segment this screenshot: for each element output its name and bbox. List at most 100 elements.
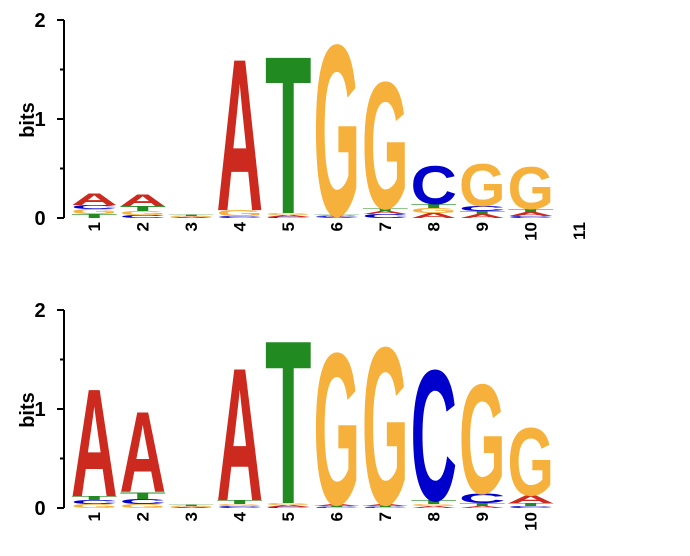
- y-tick-label-2: 2: [34, 300, 45, 322]
- logo-letter-T: T: [411, 499, 458, 505]
- logo-letter-T: T: [314, 215, 361, 217]
- position-label: 4: [230, 511, 249, 521]
- position-label: 3: [182, 512, 201, 521]
- logo-letter-A: A: [362, 210, 409, 215]
- logo-letter-T: T: [71, 213, 118, 219]
- position-label: 10: [521, 222, 540, 241]
- logo-letter-C: C: [314, 216, 360, 218]
- logo-letter-C: C: [265, 507, 311, 509]
- logo-letter-A: A: [314, 504, 360, 507]
- position-label: 3: [182, 222, 201, 231]
- logo-letter-G: G: [217, 209, 263, 218]
- logo-letter-G: G: [508, 155, 554, 222]
- logo-letter-A: A: [508, 493, 555, 505]
- position-label: 6: [327, 512, 346, 521]
- logo-letter-G: G: [265, 503, 311, 506]
- logo-letter-C: C: [71, 499, 117, 505]
- logo-letter-G: G: [459, 353, 505, 527]
- logo-letter-A: A: [411, 212, 457, 220]
- position-label: 5: [279, 512, 298, 521]
- logo-letter-C: C: [71, 204, 117, 210]
- position-label: 4: [230, 221, 249, 231]
- logo-letter-T: T: [459, 210, 506, 215]
- y-tick-label-1: 1: [34, 109, 45, 131]
- y-tick-label-0: 0: [34, 208, 45, 230]
- logo-letter-C: C: [217, 216, 263, 219]
- position-label: 8: [424, 222, 443, 231]
- position-label: 11: [570, 222, 589, 240]
- y-axis-label: bits: [17, 102, 39, 138]
- logo-letter-T: T: [411, 203, 458, 209]
- position-label: 1: [85, 222, 104, 231]
- position-label: 2: [133, 222, 152, 231]
- y-axis-label: bits: [17, 392, 39, 428]
- logo-letter-G: G: [411, 207, 457, 215]
- logo-letter-G: G: [362, 300, 408, 552]
- logo-letter-C: C: [362, 213, 408, 219]
- logo-letter-G: G: [71, 208, 117, 216]
- logo-letter-T: T: [120, 491, 166, 502]
- y-tick-label-2: 2: [34, 10, 45, 32]
- logo-letter-A: A: [362, 504, 408, 507]
- logo-letter-T: T: [168, 215, 215, 217]
- position-label: 9: [473, 512, 492, 521]
- logo-letter-G: G: [168, 506, 215, 508]
- logo-letter-A: A: [508, 211, 554, 217]
- logo-letter-T: T: [120, 205, 166, 213]
- y-tick-label-1: 1: [34, 399, 45, 421]
- logo-letter-G: G: [71, 503, 117, 509]
- logo-letter-T: T: [362, 506, 409, 508]
- logo-letter-C: C: [265, 217, 311, 219]
- logo-letter-C: C: [411, 155, 457, 217]
- logo-letter-C: C: [459, 205, 505, 213]
- logo-letter-A: A: [71, 190, 118, 209]
- logo-letter-G: G: [168, 216, 215, 218]
- logo-letter-C: C: [314, 507, 360, 509]
- logo-letter-G: G: [120, 210, 166, 216]
- logo-letter-T: T: [314, 506, 361, 508]
- logo-letter-T: T: [459, 502, 506, 507]
- logo-letter-G: G: [217, 504, 263, 507]
- logo-letter-G: G: [411, 504, 457, 507]
- position-label: 10: [521, 512, 540, 531]
- logo-letter-C: C: [508, 506, 554, 509]
- position-label: 6: [327, 222, 346, 231]
- logo-letter-C: C: [217, 506, 263, 509]
- logo-letter-T: T: [362, 207, 409, 212]
- logo-letter-A: A: [411, 506, 457, 509]
- logo-letter-C: C: [411, 330, 457, 540]
- logo-letter-A: A: [265, 505, 311, 508]
- position-label: 8: [424, 512, 443, 521]
- logo-letter-C: C: [459, 491, 506, 506]
- position-label: 1: [85, 512, 104, 521]
- logo-letter-C: C: [120, 214, 167, 219]
- logo-letter-A: A: [71, 358, 117, 530]
- position-label: 5: [279, 222, 298, 231]
- logo-letter-G: G: [314, 0, 360, 267]
- logo-letter-A: A: [217, 330, 263, 542]
- position-label: 9: [473, 222, 492, 231]
- logo-letter-T: T: [168, 505, 215, 507]
- logo-letter-T: T: [508, 208, 555, 213]
- logo-letter-T: T: [265, 9, 311, 261]
- logo-letter-G: G: [120, 503, 166, 509]
- logo-letter-G: G: [314, 308, 360, 551]
- logo-letter-A: A: [265, 215, 311, 218]
- logo-letter-A: A: [459, 213, 505, 219]
- y-tick-label-0: 0: [34, 498, 45, 520]
- logo-letter-G: G: [362, 44, 408, 247]
- logo-letter-A: A: [168, 507, 214, 509]
- logo-letter-T: T: [508, 502, 555, 507]
- logo-letter-C: C: [120, 498, 166, 506]
- position-label: 2: [133, 512, 152, 521]
- position-label: 7: [376, 222, 395, 231]
- logo-letter-C: C: [508, 216, 554, 219]
- logo-letter-A: A: [314, 217, 360, 219]
- logo-letter-T: T: [217, 499, 264, 505]
- logo-letter-A: A: [120, 191, 167, 210]
- logo-letter-G: G: [459, 152, 505, 219]
- logo-letter-T: T: [265, 292, 311, 553]
